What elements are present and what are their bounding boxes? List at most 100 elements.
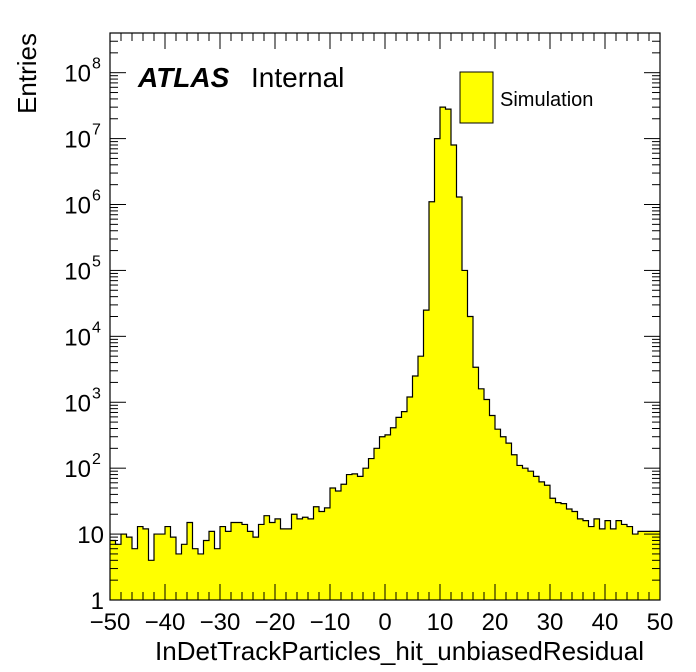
histogram-bar: [269, 522, 276, 600]
histogram-bar: [478, 388, 485, 600]
x-tick-label: 50: [647, 609, 674, 636]
legend-swatch: [459, 71, 494, 124]
histogram-bar: [110, 540, 116, 600]
histogram-bar: [159, 534, 166, 600]
histogram-bar: [258, 524, 265, 600]
histogram-bar: [429, 201, 435, 600]
histogram-bar: [423, 310, 430, 600]
histogram-bar: [434, 138, 441, 601]
histogram-bar: [181, 544, 188, 600]
y-tick-label-base: 10: [64, 61, 91, 88]
histogram-bar: [291, 514, 298, 600]
histogram-bar: [286, 528, 292, 600]
histogram-bar: [297, 518, 303, 600]
y-tick-label-base: 10: [64, 390, 91, 417]
histogram-bar: [572, 511, 578, 600]
histogram-bar: [610, 528, 617, 600]
histogram-bar: [379, 436, 386, 600]
y-tick-label: 10: [77, 522, 104, 549]
y-tick-label-exponent: 5: [92, 253, 101, 270]
y-tick-label-exponent: 3: [92, 385, 101, 402]
histogram-bar: [599, 528, 606, 600]
histogram-bar: [627, 526, 633, 600]
histogram-bar: [401, 411, 408, 600]
histogram-bar: [583, 520, 589, 600]
histogram-bar: [170, 537, 177, 600]
histogram-bar: [126, 537, 133, 600]
x-tick-label: −10: [310, 609, 351, 636]
histogram-bar: [308, 518, 314, 600]
histogram-bar: [451, 144, 457, 600]
histogram-bar: [313, 506, 320, 600]
histogram-bar: [616, 520, 622, 600]
y-tick-label-base: 10: [64, 258, 91, 285]
histogram-bar: [121, 534, 127, 600]
histogram-bar: [544, 485, 551, 600]
histogram-bar: [643, 531, 650, 600]
histogram-bar: [385, 434, 391, 600]
x-tick-label: −40: [145, 609, 186, 636]
histogram-bar: [165, 526, 171, 600]
histogram-bar: [594, 518, 600, 600]
histogram-bar: [187, 522, 193, 600]
histogram-bar: [566, 509, 573, 600]
x-tick-label: −20: [255, 609, 296, 636]
histogram-bar: [539, 481, 545, 600]
histogram-bar: [522, 468, 529, 600]
histogram-bar: [467, 316, 474, 600]
histogram-bar: [115, 544, 122, 600]
histogram-bar: [396, 417, 402, 600]
histogram-bar: [550, 498, 556, 600]
histogram-bar: [374, 448, 380, 600]
histogram-bar: [462, 270, 468, 600]
histogram-bar: [418, 356, 424, 600]
x-tick-label: 0: [378, 609, 391, 636]
histogram-bar: [649, 531, 655, 600]
histogram-bar: [577, 518, 584, 600]
histogram-bar: [407, 397, 413, 600]
histogram-bar: [533, 476, 540, 600]
histogram-bar: [148, 560, 155, 600]
y-axis-title: Entries: [12, 33, 42, 114]
histogram-bar: [335, 491, 342, 600]
x-tick-label: 20: [482, 609, 509, 636]
y-tick-label-base: 10: [64, 324, 91, 351]
histogram-bar: [247, 531, 254, 600]
histogram-bar: [511, 454, 518, 600]
histogram-bar: [137, 526, 144, 600]
x-tick-label: 10: [427, 609, 454, 636]
histogram-bar: [302, 517, 309, 600]
y-tick-label: 1: [91, 588, 104, 615]
histogram-bar: [456, 197, 463, 601]
y-tick-label-base: 10: [64, 193, 91, 220]
histogram-bar: [253, 537, 259, 600]
histogram-bar: [555, 502, 562, 600]
histogram-bar: [280, 528, 287, 600]
histogram-bar: [275, 518, 281, 600]
legend-label-simulation: Simulation: [500, 89, 593, 111]
histogram-bar: [517, 465, 523, 600]
y-tick-label-exponent: 2: [92, 451, 101, 468]
histogram-bar: [231, 522, 237, 600]
y-tick-label-exponent: 4: [92, 319, 101, 336]
histogram-bar: [632, 534, 639, 600]
histogram-bar: [203, 540, 210, 600]
x-axis-title: InDetTrackParticles_hit_unbiasedResidual: [155, 636, 644, 666]
x-tick-label: −50: [90, 609, 131, 636]
histogram-bar: [132, 548, 138, 600]
histogram-bar: [588, 526, 595, 600]
histogram-bar: [220, 526, 226, 600]
histogram-bar: [264, 515, 270, 600]
internal-label: Internal: [251, 62, 344, 93]
histogram-bar: [638, 531, 644, 600]
histogram-bar: [225, 531, 232, 600]
histogram-bar: [214, 548, 221, 600]
y-tick-label-exponent: 6: [92, 188, 101, 205]
histogram-bar: [621, 524, 628, 600]
histogram-bar: [561, 503, 567, 600]
atlas-label: ATLAS: [137, 62, 230, 93]
histogram-bar: [473, 367, 479, 600]
histogram-bar: [242, 524, 248, 600]
